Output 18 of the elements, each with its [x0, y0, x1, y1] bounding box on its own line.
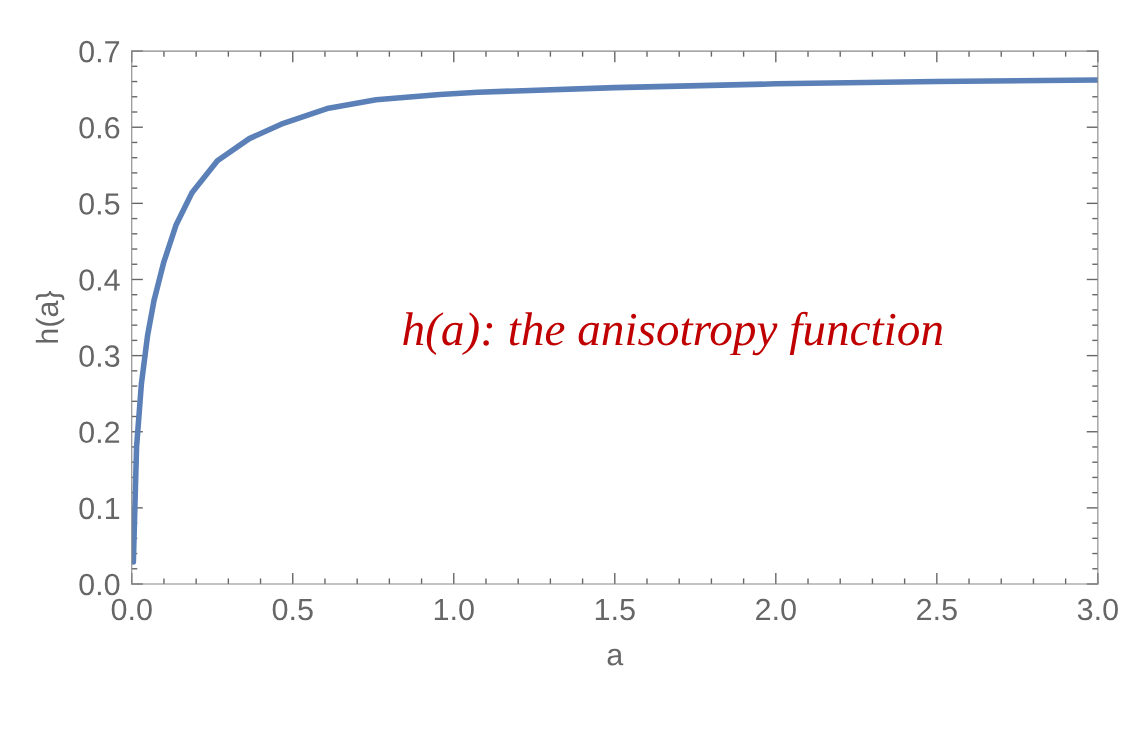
y-tick-label: 0.5	[79, 193, 120, 215]
y-tick-label: 0.6	[79, 116, 120, 139]
y-tick-label: 0.4	[79, 269, 120, 291]
x-tick-label: 2.5	[917, 598, 957, 621]
x-tick-label: 3.0	[1077, 598, 1118, 621]
y-tick-label: 0.1	[79, 497, 120, 520]
x-tick-label: 2.0	[756, 598, 796, 621]
y-tick-label: 0.0	[79, 573, 120, 596]
x-tick-label: 0.0	[111, 598, 152, 621]
x-tick-label: 0.5	[272, 598, 313, 621]
y-axis-title: h(a}	[35, 290, 65, 343]
x-tick-label: 1.0	[434, 598, 474, 621]
y-tick-label: 0.3	[79, 345, 120, 367]
x-tick-label: 1.5	[595, 599, 635, 621]
x-axis-title: a	[607, 648, 624, 666]
annotation: h(a): the anisotropy function	[403, 311, 943, 356]
y-tick-label: 0.2	[79, 421, 120, 444]
y-tick-label: 0.7	[79, 40, 120, 63]
